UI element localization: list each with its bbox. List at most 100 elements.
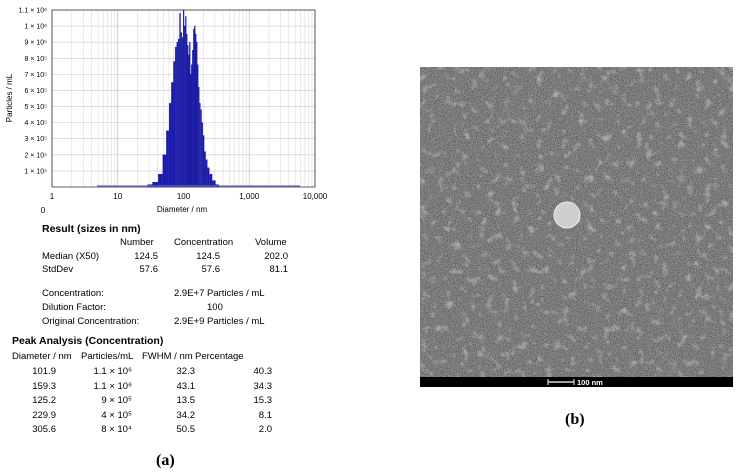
dilution-label: Dilution Factor: <box>42 302 106 313</box>
result-value: 124.5 <box>196 251 220 262</box>
histogram-bar <box>179 13 181 188</box>
original-concentration-value: 2.9E+9 Particles / mL <box>174 316 265 327</box>
histogram-bar <box>173 61 176 188</box>
peak-cell: 8 × 10⁴ <box>101 424 132 435</box>
histogram-bar <box>192 50 194 188</box>
histogram-bar <box>193 29 195 188</box>
y-tick-labels: 1.1 × 10⁶ 1 × 10⁶ 9 × 10⁵ 8 × 10⁵ 7 × 10⁵ 6 ×… <box>19 8 48 176</box>
histogram-bar <box>198 87 200 188</box>
panel-b-label: (b) <box>565 411 585 428</box>
result-value: 57.6 <box>201 264 221 275</box>
concentration-value: 2.9E+7 Particles / mL <box>174 288 265 299</box>
y-tick-label: 6 × 10⁵ <box>24 88 47 95</box>
histogram-bar <box>190 74 192 188</box>
peak-cell: 2.0 <box>258 424 272 435</box>
histogram-bar <box>168 103 172 188</box>
y-tick-label: 1 × 10⁶ <box>24 24 47 31</box>
histogram-bar <box>212 180 216 188</box>
peak-cell: 43.1 <box>176 380 196 392</box>
histogram-bar <box>183 9 185 188</box>
scale-bar-label: 100 nm <box>577 378 603 387</box>
y-tick-label: 5 × 10⁵ <box>24 104 47 111</box>
histogram-bar <box>162 154 167 188</box>
histogram-bar <box>188 54 190 188</box>
histogram-bar <box>176 42 179 188</box>
peak-cell: 229.9 <box>32 409 56 421</box>
result-row-label: Median (X50) <box>42 251 100 262</box>
peak-cell: 4 × 10⁵ <box>101 409 132 421</box>
histogram-bar <box>207 167 210 188</box>
histogram-bar <box>200 109 202 188</box>
peak-header-particles: Particles/mL <box>81 351 134 362</box>
histogram-bar <box>194 25 196 188</box>
histogram-bar <box>186 33 188 188</box>
result-title: Result (sizes in nm) <box>42 223 141 235</box>
peak-header-diameter: Diameter / nm <box>12 351 72 362</box>
peak-header-fwhm: FWHM / nm <box>142 351 193 362</box>
histogram-bar <box>209 173 213 188</box>
y-tick-label: 7 × 10⁵ <box>24 72 47 79</box>
histogram-bar <box>196 42 198 188</box>
concentration-label: Concentration: <box>42 288 104 299</box>
original-concentration-label: Original Concentration: <box>42 316 140 327</box>
x-tick-label: 10,000 <box>303 192 328 201</box>
peak-cell: 50.5 <box>176 424 196 435</box>
histogram-bar <box>199 103 201 188</box>
peak-cell: 1.1 × 10⁶ <box>93 366 132 377</box>
histogram-bars <box>147 9 219 188</box>
histogram-bar <box>191 64 193 188</box>
y-tick-label: 8 × 10⁵ <box>24 56 47 63</box>
y-axis-label: Particles / mL <box>5 73 14 122</box>
histogram-bar <box>187 45 189 188</box>
peak-cell: 1.1 × 10⁶ <box>93 380 132 392</box>
y-tick-label: 1.1 × 10⁶ <box>19 8 47 15</box>
histogram-bar <box>204 151 206 188</box>
peak-cell: 40.3 <box>253 366 273 377</box>
y-tick-label: 9 × 10⁵ <box>24 40 47 47</box>
peak-cell: 13.5 <box>176 395 196 406</box>
x-tick-label: 10 <box>113 192 122 201</box>
histogram-bar <box>181 37 184 188</box>
result-row-label: StdDev <box>42 264 74 275</box>
dilution-value: 100 <box>207 302 223 313</box>
x-axis-label: Diameter / nm <box>157 205 208 214</box>
tem-micrograph: 100 nm <box>420 67 733 387</box>
histogram-bar <box>178 38 180 188</box>
histogram-bar <box>166 130 169 188</box>
histogram-bar <box>202 135 205 188</box>
histogram-bar <box>175 46 177 188</box>
histogram-bar <box>189 42 191 188</box>
peak-cell: 9 × 10⁵ <box>101 395 132 406</box>
x-tick-label: 1 <box>50 192 55 201</box>
peak-cell: 34.3 <box>253 380 273 392</box>
panel-a-label: (a) <box>156 452 175 469</box>
result-value: 81.1 <box>269 264 289 275</box>
peak-cell: 32.3 <box>176 366 196 377</box>
peak-cell: 15.3 <box>253 395 273 406</box>
size-distribution-chart: 1.1 × 10⁶ 1 × 10⁶ 9 × 10⁵ 8 × 10⁵ 7 × 10⁵ 6 ×… <box>5 8 328 216</box>
x-tick-labels: 1 10 100 1,000 10,000 <box>50 192 328 201</box>
result-value: 202.0 <box>264 251 288 262</box>
histogram-bar <box>185 16 187 188</box>
y-tick-label: 2 × 10⁵ <box>24 152 47 159</box>
result-header-number: Number <box>120 237 154 248</box>
histogram-bar <box>180 32 182 188</box>
peak-title: Peak Analysis (Concentration) <box>12 335 164 347</box>
y-tick-label: 4 × 10⁵ <box>24 120 47 127</box>
histogram-bar <box>201 122 203 188</box>
x-tick-label: 100 <box>177 192 191 201</box>
peak-cell: 101.9 <box>32 366 56 377</box>
histogram-bar <box>152 182 159 188</box>
histogram-bar <box>158 173 163 188</box>
histogram-bar <box>195 33 197 188</box>
zero-label: 0 <box>41 206 46 215</box>
result-value: 57.6 <box>139 264 159 275</box>
peak-header-percentage: Percentage <box>195 351 244 362</box>
peak-cell: 8.1 <box>258 409 272 421</box>
result-header-concentration: Concentration <box>174 237 234 248</box>
peak-cell: 159.3 <box>32 380 56 392</box>
nanoparticle <box>553 201 581 229</box>
histogram-bar <box>205 159 208 188</box>
peak-cell: 305.6 <box>32 424 56 435</box>
histogram-bar <box>184 25 186 188</box>
